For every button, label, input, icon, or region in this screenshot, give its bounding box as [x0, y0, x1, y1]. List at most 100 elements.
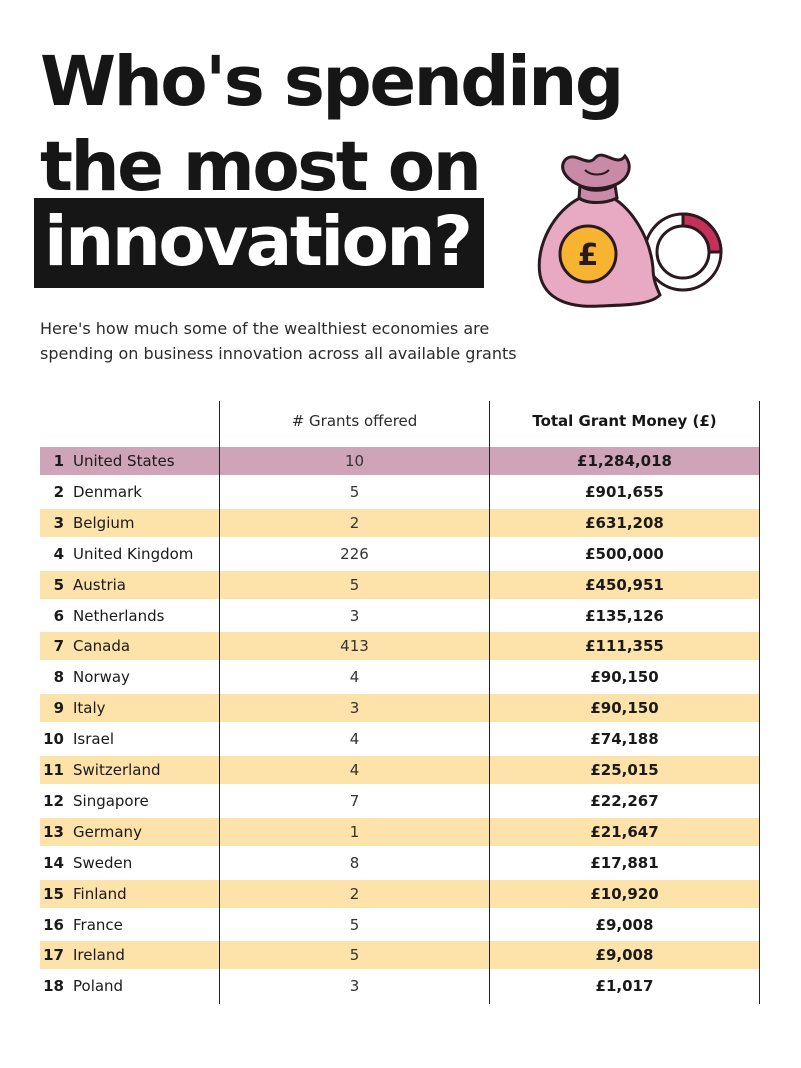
row-grants: 7: [349, 791, 360, 810]
column-divider: [489, 401, 490, 1004]
row-grants: 4: [349, 761, 360, 779]
table-row: 10 Israel 4 £74,188: [40, 725, 760, 753]
row-country: Poland: [73, 977, 124, 996]
table-row: 13 Germany 1 £21,647: [40, 817, 760, 846]
row-money: £21,647: [590, 822, 659, 841]
table-row: 18 Poland 3 £1,017: [40, 972, 760, 1000]
row-rank: 15: [43, 884, 64, 903]
row-country: Belgium: [73, 513, 135, 532]
row-country: Sweden: [73, 853, 133, 872]
row-country: United Kingdom: [73, 544, 194, 563]
row-country: Singapore: [73, 791, 149, 810]
headline-highlight-box: [34, 198, 484, 288]
headline-line-3: innovation?: [44, 202, 473, 282]
column-divider: [219, 401, 220, 1004]
row-money: £450,951: [585, 575, 664, 594]
row-rank: 14: [43, 853, 64, 872]
row-rank: 5: [53, 575, 64, 594]
row-grants: 5: [349, 915, 360, 934]
row-grants: 2: [349, 884, 360, 903]
table-row: 6 Netherlands 3 £135,126: [40, 602, 760, 630]
headline-line-1: Who's spending: [40, 42, 624, 122]
row-grants: 3: [349, 699, 360, 718]
row-grants: 4: [349, 668, 360, 687]
row-grants: 3: [349, 977, 360, 996]
row-country: Ireland: [73, 946, 125, 965]
row-rank: 11: [43, 761, 64, 779]
row-money: £135,126: [585, 606, 664, 625]
row-country: Finland: [73, 884, 127, 903]
row-grants: 5: [349, 575, 360, 594]
row-rank: 16: [43, 915, 64, 934]
row-rank: 13: [43, 822, 64, 841]
row-country: Switzerland: [73, 761, 161, 779]
row-money: £25,015: [590, 761, 659, 779]
column-divider: [759, 401, 760, 1004]
row-money: £9,008: [595, 915, 654, 934]
subtitle: Here's how much some of the wealthiest e…: [40, 316, 600, 366]
money-bag-icon: £: [537, 153, 662, 308]
row-money: £90,150: [590, 668, 659, 687]
row-country: France: [73, 915, 123, 934]
row-rank: 2: [53, 482, 64, 501]
row-grants: 5: [349, 482, 360, 501]
row-grants: 2: [349, 513, 360, 532]
table-row: 16 France 5 £9,008: [40, 911, 760, 939]
row-grants: 4: [349, 730, 360, 749]
gauge-icon: [643, 212, 723, 292]
row-grants: 226: [340, 544, 369, 563]
row-rank: 7: [53, 637, 64, 656]
table-row: 3 Belgium 2 £631,208: [40, 508, 760, 537]
row-rank: 17: [43, 946, 64, 965]
row-country: Germany: [73, 822, 142, 841]
table-row: 1 United States 10 £1,284,018: [40, 447, 760, 475]
table-row: 15 Finland 2 £10,920: [40, 879, 760, 908]
table-row: 11 Switzerland 4 £25,015: [40, 756, 760, 784]
headline-line-2: the most on: [40, 127, 482, 207]
pound-symbol: £: [578, 238, 599, 273]
row-country: Canada: [73, 637, 131, 656]
row-rank: 18: [43, 977, 64, 996]
row-rank: 3: [53, 513, 64, 532]
row-country: Denmark: [73, 482, 142, 501]
row-rank: 10: [43, 730, 64, 749]
row-money: £631,208: [585, 513, 664, 532]
row-country: Italy: [73, 699, 106, 718]
row-money: £1,284,018: [577, 452, 672, 470]
row-money: £111,355: [585, 637, 664, 656]
row-money: £10,920: [590, 884, 659, 903]
row-money: £17,881: [590, 853, 659, 872]
table-row: 12 Singapore 7 £22,267: [40, 787, 760, 815]
row-grants: 1: [349, 822, 360, 841]
table-row: 14 Sweden 8 £17,881: [40, 849, 760, 877]
table-row: 9 Italy 3 £90,150: [40, 694, 760, 723]
row-country: Israel: [73, 730, 114, 749]
row-country: Norway: [73, 668, 130, 687]
table-row: 4 United Kingdom 226 £500,000: [40, 540, 760, 568]
row-money: £9,008: [595, 946, 654, 965]
row-rank: 9: [53, 699, 64, 718]
subtitle-line-2: spending on business innovation across a…: [40, 344, 517, 363]
money-bag-pound-icon: £: [537, 153, 723, 308]
row-country: Netherlands: [73, 606, 165, 625]
row-rank: 12: [43, 791, 64, 810]
row-rank: 8: [53, 668, 64, 687]
column-header-grants: # Grants offered: [291, 412, 418, 430]
subtitle-line-1: Here's how much some of the wealthiest e…: [40, 319, 490, 338]
row-grants: 8: [349, 853, 360, 872]
row-country: Austria: [73, 575, 126, 594]
row-rank: 4: [53, 544, 64, 563]
row-money: £1,017: [595, 977, 654, 996]
row-money: £901,655: [585, 482, 664, 501]
row-money: £90,150: [590, 699, 659, 718]
row-grants: 413: [340, 637, 369, 656]
row-country: United States: [73, 452, 175, 470]
row-grants: 5: [349, 946, 360, 965]
row-grants: 3: [349, 606, 360, 625]
row-money: £500,000: [585, 544, 664, 563]
table-row: 7 Canada 413 £111,355: [40, 632, 760, 661]
row-rank: 6: [53, 606, 64, 625]
table-row: 2 Denmark 5 £901,655: [40, 478, 760, 506]
table-row: 8 Norway 4 £90,150: [40, 663, 760, 691]
row-rank: 1: [53, 452, 64, 470]
